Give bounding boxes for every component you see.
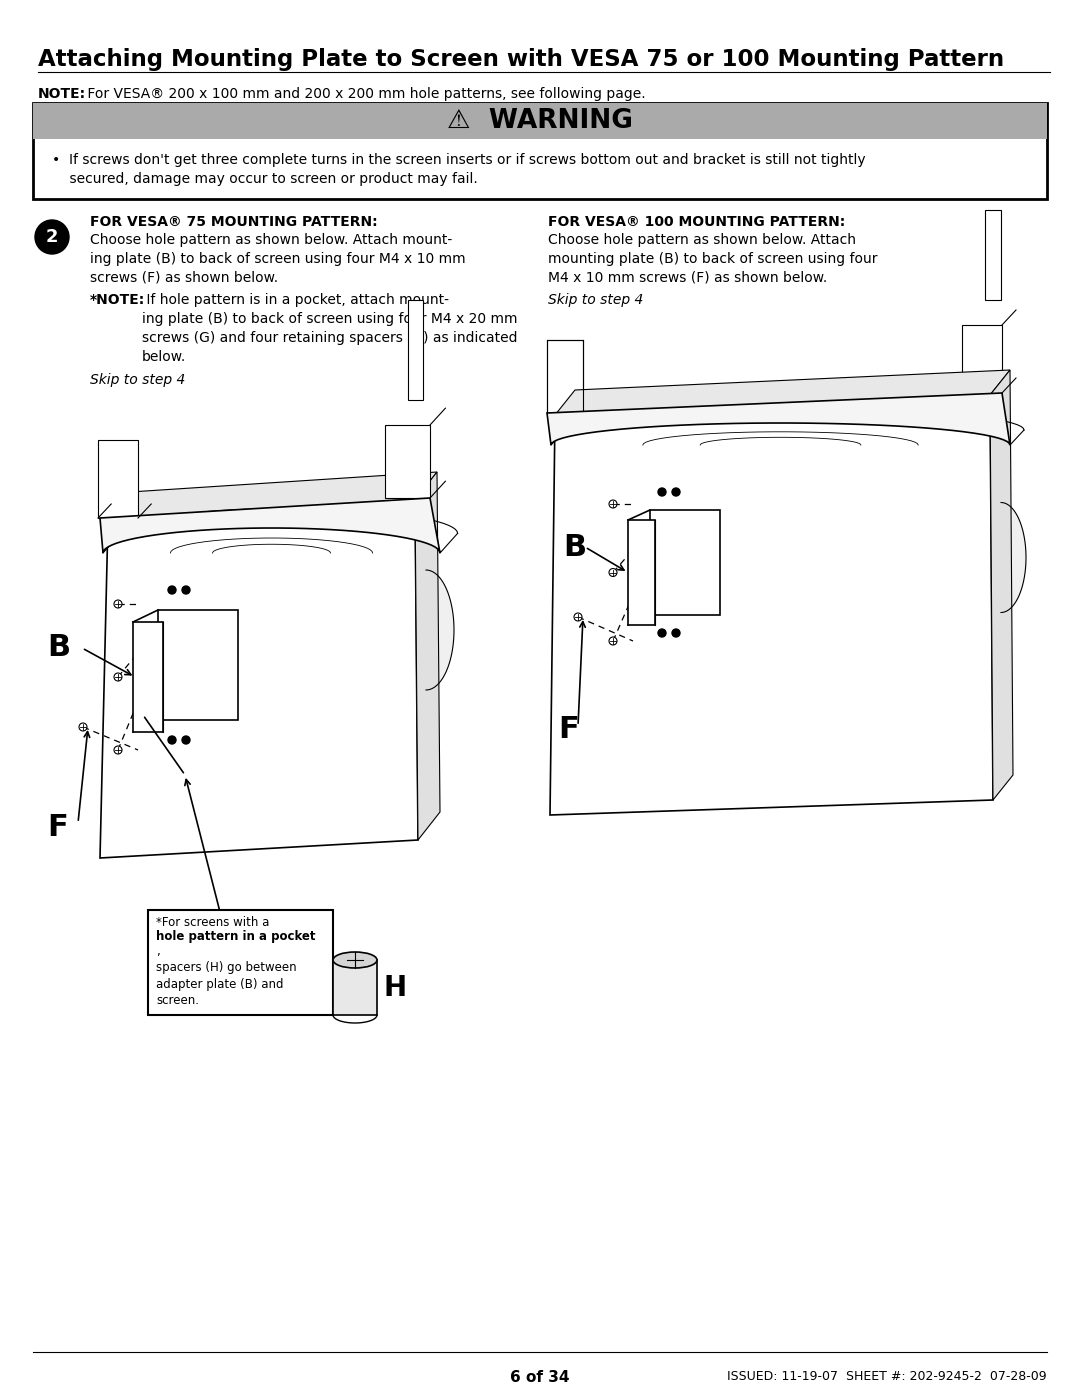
- Text: Choose hole pattern as shown below. Attach
mounting plate (B) to back of screen : Choose hole pattern as shown below. Atta…: [548, 233, 877, 285]
- Text: *For screens with a: *For screens with a: [156, 916, 269, 944]
- Text: B: B: [48, 633, 70, 662]
- Polygon shape: [415, 472, 440, 840]
- Text: hole pattern in a pocket: hole pattern in a pocket: [156, 930, 315, 943]
- Bar: [148, 909, 333, 1016]
- Text: F: F: [48, 813, 68, 842]
- Circle shape: [168, 736, 176, 745]
- Circle shape: [658, 488, 666, 496]
- Text: FOR VESA® 75 MOUNTING PATTERN:: FOR VESA® 75 MOUNTING PATTERN:: [90, 215, 378, 229]
- Text: H: H: [383, 974, 406, 1002]
- Text: •  If screws don't get three complete turns in the screen inserts or if screws b: • If screws don't get three complete tur…: [52, 154, 866, 187]
- Text: ⚠  WARNING: ⚠ WARNING: [447, 108, 633, 134]
- Circle shape: [114, 673, 122, 680]
- Circle shape: [183, 585, 190, 594]
- Polygon shape: [555, 370, 1010, 415]
- Polygon shape: [100, 500, 418, 858]
- Text: Choose hole pattern as shown below. Attach mount-
ing plate (B) to back of scree: Choose hole pattern as shown below. Atta…: [90, 233, 465, 285]
- Bar: [333, 960, 377, 1016]
- Text: Attaching Mounting Plate to Screen with VESA 75 or 100 Mounting Pattern: Attaching Mounting Plate to Screen with …: [38, 47, 1004, 71]
- Circle shape: [658, 629, 666, 637]
- Polygon shape: [384, 425, 430, 497]
- Ellipse shape: [333, 951, 377, 968]
- Polygon shape: [408, 300, 423, 400]
- Circle shape: [609, 500, 617, 509]
- Polygon shape: [100, 497, 440, 553]
- Polygon shape: [550, 395, 993, 814]
- Circle shape: [114, 746, 122, 754]
- Text: For VESA® 200 x 100 mm and 200 x 200 mm hole patterns, see following page.: For VESA® 200 x 100 mm and 200 x 200 mm …: [83, 87, 646, 101]
- Polygon shape: [962, 326, 1002, 393]
- Circle shape: [672, 629, 680, 637]
- Circle shape: [79, 724, 87, 731]
- Polygon shape: [546, 339, 583, 414]
- Text: *NOTE:: *NOTE:: [90, 293, 145, 307]
- Polygon shape: [993, 503, 1026, 612]
- Text: Skip to step 4: Skip to step 4: [90, 373, 186, 387]
- Circle shape: [35, 219, 69, 254]
- Text: FOR VESA® 100 MOUNTING PATTERN:: FOR VESA® 100 MOUNTING PATTERN:: [548, 215, 846, 229]
- Polygon shape: [98, 440, 138, 518]
- Text: F: F: [558, 715, 579, 745]
- Circle shape: [573, 613, 582, 622]
- Circle shape: [609, 569, 617, 577]
- Bar: [33, 103, 1047, 198]
- Polygon shape: [990, 370, 1013, 800]
- Polygon shape: [627, 520, 654, 624]
- Circle shape: [183, 736, 190, 745]
- Circle shape: [114, 599, 122, 608]
- Circle shape: [168, 585, 176, 594]
- Text: 6 of 34: 6 of 34: [510, 1370, 570, 1384]
- Text: If hole pattern is in a pocket, attach mount-
ing plate (B) to back of screen us: If hole pattern is in a pocket, attach m…: [141, 293, 517, 363]
- Polygon shape: [546, 393, 1010, 446]
- Text: 2: 2: [45, 228, 58, 246]
- Circle shape: [672, 488, 680, 496]
- Bar: [33, 103, 1047, 138]
- Polygon shape: [985, 210, 1001, 300]
- Text: B: B: [563, 532, 586, 562]
- Circle shape: [609, 637, 617, 645]
- Polygon shape: [108, 472, 437, 520]
- Polygon shape: [650, 510, 720, 615]
- Text: Skip to step 4: Skip to step 4: [548, 293, 644, 307]
- Text: ISSUED: 11-19-07  SHEET #: 202-9245-2  07-28-09: ISSUED: 11-19-07 SHEET #: 202-9245-2 07-…: [727, 1370, 1047, 1383]
- Text: NOTE:: NOTE:: [38, 87, 86, 101]
- Polygon shape: [158, 610, 238, 719]
- Polygon shape: [133, 622, 163, 732]
- Polygon shape: [418, 570, 454, 690]
- Text: ,
spacers (H) go between
adapter plate (B) and
screen.: , spacers (H) go between adapter plate (…: [156, 944, 297, 1007]
